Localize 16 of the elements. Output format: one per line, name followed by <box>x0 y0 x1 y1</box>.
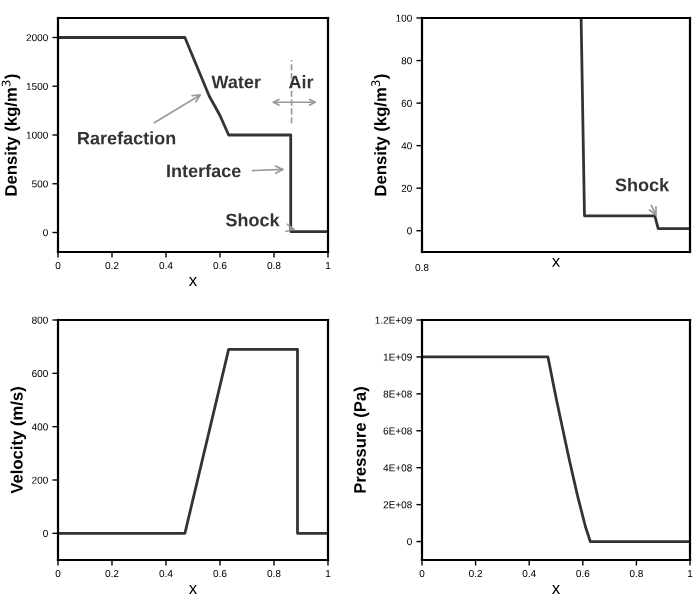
y-axis-title: Pressure (Pa) <box>353 387 370 493</box>
annotation: Rarefaction <box>78 131 176 145</box>
x-axis-title: x <box>552 585 560 594</box>
line-series <box>422 355 690 543</box>
annotation: Shock <box>615 178 670 192</box>
y-axis-title: Density (kg/m$^{3}$) <box>371 74 390 196</box>
annotation: Shock <box>225 213 280 227</box>
annotation: Air <box>288 75 314 89</box>
x-axis-title: x <box>189 277 197 286</box>
x-axis-title: x <box>552 258 560 267</box>
annotation: Water <box>211 75 261 89</box>
line-series <box>58 36 328 233</box>
y-axis-title: Velocity (m/s) <box>10 387 27 494</box>
y-axis-title: Density (kg/m$^{3}$) <box>1 74 21 196</box>
x-axis-title: x <box>189 585 197 594</box>
annotation: Interface <box>167 164 241 178</box>
